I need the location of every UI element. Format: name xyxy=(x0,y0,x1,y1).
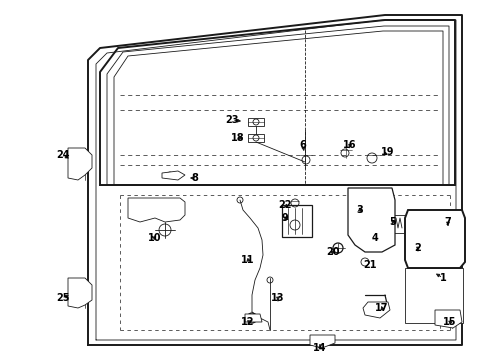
Polygon shape xyxy=(162,171,185,180)
Text: 8: 8 xyxy=(192,173,198,183)
Bar xyxy=(248,118,264,126)
Polygon shape xyxy=(128,198,185,222)
Text: 19: 19 xyxy=(381,147,395,157)
Polygon shape xyxy=(435,310,462,328)
Polygon shape xyxy=(68,148,92,180)
Polygon shape xyxy=(310,335,335,348)
Text: 12: 12 xyxy=(241,317,255,327)
Text: 17: 17 xyxy=(375,303,389,313)
Text: 25: 25 xyxy=(56,293,70,303)
Text: 15: 15 xyxy=(443,317,457,327)
Text: 2: 2 xyxy=(415,243,421,253)
Text: 1: 1 xyxy=(440,273,446,283)
Text: 11: 11 xyxy=(241,255,255,265)
Text: 18: 18 xyxy=(231,133,245,143)
Text: 10: 10 xyxy=(148,233,162,243)
Text: 21: 21 xyxy=(363,260,377,270)
Text: 20: 20 xyxy=(326,247,340,257)
Text: 4: 4 xyxy=(371,233,378,243)
Text: 16: 16 xyxy=(343,140,357,150)
Text: 7: 7 xyxy=(444,217,451,227)
Text: 22: 22 xyxy=(278,200,292,210)
Text: 6: 6 xyxy=(299,140,306,150)
Text: 9: 9 xyxy=(282,213,289,223)
Bar xyxy=(385,215,405,233)
Polygon shape xyxy=(363,302,390,318)
Polygon shape xyxy=(405,210,465,268)
Bar xyxy=(282,205,312,237)
Polygon shape xyxy=(245,314,262,322)
Text: 24: 24 xyxy=(56,150,70,160)
Text: 3: 3 xyxy=(357,205,364,215)
Polygon shape xyxy=(348,188,395,252)
Text: 13: 13 xyxy=(271,293,285,303)
Circle shape xyxy=(250,316,254,320)
Bar xyxy=(408,262,460,280)
Text: 5: 5 xyxy=(390,217,396,227)
Text: 14: 14 xyxy=(313,343,327,353)
Bar xyxy=(405,268,463,323)
Bar xyxy=(412,220,457,260)
Text: 23: 23 xyxy=(225,115,239,125)
Bar xyxy=(248,134,264,142)
Polygon shape xyxy=(68,278,92,308)
